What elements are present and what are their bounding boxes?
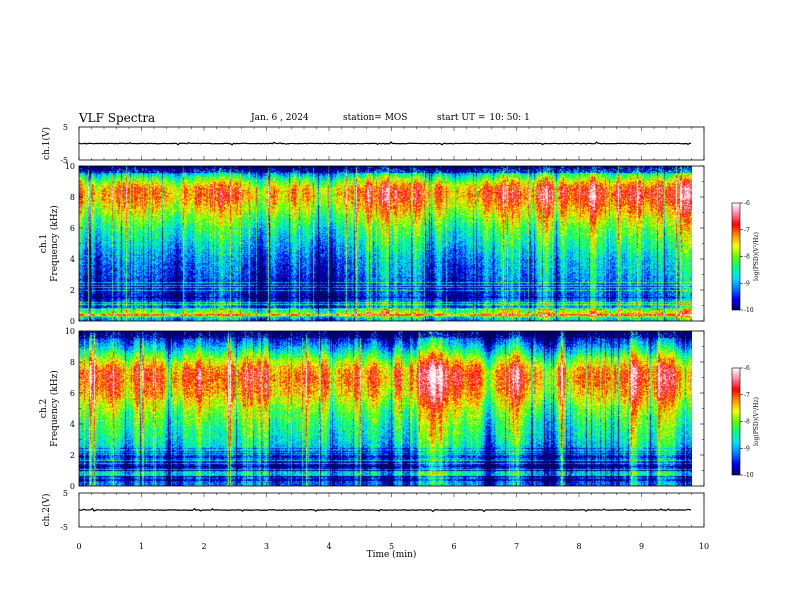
spectrogram-image-ch2 [79, 331, 692, 486]
x-tick-label: 6 [451, 542, 456, 551]
y-tick-label: 8 [70, 358, 75, 367]
y-axis-label-channel: ch.2 [39, 399, 49, 418]
colorbar-tick-label: -7 [744, 392, 750, 399]
y-tick-label: 4 [70, 255, 75, 264]
colorbar-tick-label: -7 [744, 227, 750, 234]
y-tick-label: -5 [60, 523, 68, 532]
figure-title: VLF Spectra [79, 111, 156, 125]
y-tick-label: 0 [70, 317, 75, 326]
colorbar-label: log(PSD)(V²/Hz) [753, 232, 760, 281]
y-axis-label-frequency: Frequency (kHz) [49, 370, 60, 447]
y-tick-label: 5 [63, 123, 68, 132]
colorbar-ch2 [732, 368, 740, 475]
y-tick-label: -5 [60, 156, 68, 165]
x-tick-label: 4 [326, 542, 331, 551]
y-tick-label: 0 [70, 482, 75, 491]
x-tick-label: 3 [264, 542, 269, 551]
y-tick-label: 6 [70, 224, 75, 233]
y-tick-label: 2 [70, 451, 75, 460]
colorbar-label: log(PSD)(V²/Hz) [753, 397, 760, 446]
colorbar-ch1 [732, 203, 740, 310]
x-axis-label: Time (min) [367, 549, 417, 560]
x-tick-label: 1 [139, 542, 144, 551]
start-ut-label: start UT = [437, 113, 486, 123]
colorbar-tick-label: -9 [744, 280, 750, 287]
y-axis-label: ch.2(V) [41, 494, 52, 527]
colorbar-tick-label: -9 [744, 445, 750, 452]
start-ut-value: 10: 50: 1 [489, 113, 530, 123]
x-tick-label: 5 [389, 542, 394, 551]
y-tick-label: 10 [65, 327, 75, 336]
x-tick-label: 10 [699, 542, 709, 551]
x-tick-label: 0 [76, 542, 81, 551]
colorbar-tick-label: -6 [744, 365, 750, 372]
colorbar-tick-label: -10 [744, 472, 754, 479]
colorbar-tick-label: -6 [744, 200, 750, 207]
station-label: station= MOS [343, 113, 408, 123]
y-tick-label: 2 [70, 286, 75, 295]
y-tick-label: 10 [65, 162, 75, 171]
x-tick-label: 8 [576, 542, 581, 551]
spectrogram-image-ch1 [79, 166, 692, 321]
y-tick-label: 8 [70, 193, 75, 202]
y-axis-label-channel: ch.1 [39, 234, 49, 253]
colorbar-tick-label: -8 [744, 419, 750, 426]
x-tick-label: 2 [201, 542, 206, 551]
colorbar-tick-label: -10 [744, 307, 754, 314]
waveform-trace-ch1 [78, 141, 692, 146]
waveform-trace-ch2 [78, 507, 692, 513]
x-tick-label: 9 [639, 542, 644, 551]
start-time-label: start UT = 10: 50: 1 [437, 113, 534, 123]
y-tick-label: 6 [70, 389, 75, 398]
y-axis-label: ch.1(V) [41, 127, 52, 160]
y-tick-label: 4 [70, 420, 75, 429]
y-tick-label: 5 [63, 489, 68, 498]
date-label: Jan. 6 , 2024 [251, 113, 309, 123]
y-axis-label-frequency: Frequency (kHz) [49, 205, 60, 282]
colorbar-tick-label: -8 [744, 254, 750, 261]
x-tick-label: 7 [514, 542, 519, 551]
